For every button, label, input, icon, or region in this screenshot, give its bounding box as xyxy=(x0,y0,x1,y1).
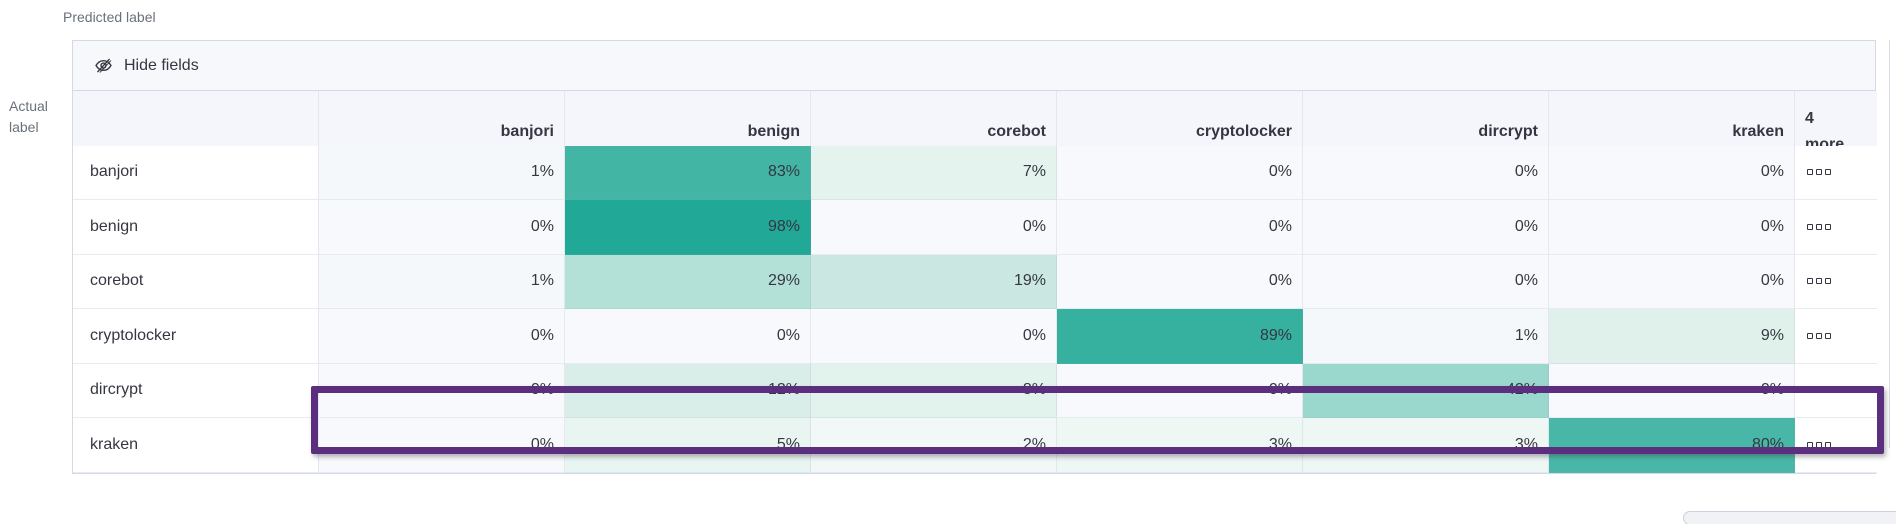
cell-kraken-banjori[interactable]: 0% xyxy=(319,418,565,473)
ellipsis-boxes-icon xyxy=(1807,278,1831,285)
cell-dircrypt-banjori[interactable]: 0% xyxy=(319,363,565,418)
cell-cryptolocker-banjori[interactable]: 0% xyxy=(319,309,565,364)
cell-cryptolocker-kraken[interactable]: 9% xyxy=(1549,309,1795,364)
data-grid-panel: Hide fields banjori benign corebot cryptolo… xyxy=(72,40,1877,474)
hide-fields-label: Hide fields xyxy=(124,56,199,74)
cell-benign-dircrypt[interactable]: 0% xyxy=(1303,200,1549,255)
row-label-corebot[interactable]: corebot xyxy=(73,254,319,309)
cell-banjori-banjori[interactable]: 1% xyxy=(319,145,565,200)
row-more-button-dircrypt[interactable] xyxy=(1795,363,1877,418)
row-more-button-benign[interactable] xyxy=(1795,200,1877,255)
cell-kraken-benign[interactable]: 5% xyxy=(565,418,811,473)
cell-banjori-dircrypt[interactable]: 0% xyxy=(1303,145,1549,200)
cell-cryptolocker-cryptolocker[interactable]: 89% xyxy=(1057,309,1303,364)
row-label-benign[interactable]: benign xyxy=(73,200,319,255)
actual-axis-label: Actual label xyxy=(9,98,48,135)
cell-cryptolocker-corebot[interactable]: 0% xyxy=(811,309,1057,364)
cell-banjori-cryptolocker[interactable]: 0% xyxy=(1057,145,1303,200)
row-more-button-cryptolocker[interactable] xyxy=(1795,309,1877,364)
row-label-cryptolocker[interactable]: cryptolocker xyxy=(73,309,319,364)
cell-banjori-corebot[interactable]: 7% xyxy=(811,145,1057,200)
cell-kraken-kraken[interactable]: 80% xyxy=(1549,418,1795,473)
ellipsis-boxes-icon xyxy=(1807,441,1831,448)
cell-kraken-dircrypt[interactable]: 3% xyxy=(1303,418,1549,473)
panel-edge-divider xyxy=(1889,40,1890,448)
cell-kraken-corebot[interactable]: 2% xyxy=(811,418,1057,473)
row-label-banjori[interactable]: banjori xyxy=(73,145,319,200)
ellipsis-boxes-icon xyxy=(1807,387,1831,394)
cell-benign-cryptolocker[interactable]: 0% xyxy=(1057,200,1303,255)
cell-corebot-cryptolocker[interactable]: 0% xyxy=(1057,254,1303,309)
cell-dircrypt-cryptolocker[interactable]: 0% xyxy=(1057,363,1303,418)
cell-corebot-banjori[interactable]: 1% xyxy=(319,254,565,309)
cell-benign-kraken[interactable]: 0% xyxy=(1549,200,1795,255)
cell-dircrypt-kraken[interactable]: 0% xyxy=(1549,363,1795,418)
cell-benign-banjori[interactable]: 0% xyxy=(319,200,565,255)
horizontal-scrollbar[interactable] xyxy=(1683,511,1896,524)
row-more-button-kraken[interactable] xyxy=(1795,418,1877,473)
eye-closed-icon xyxy=(94,56,113,75)
row-more-button-corebot[interactable] xyxy=(1795,254,1877,309)
cell-dircrypt-benign[interactable]: 12% xyxy=(565,363,811,418)
row-more-button-banjori[interactable] xyxy=(1795,145,1877,200)
cell-banjori-benign[interactable]: 83% xyxy=(565,145,811,200)
cell-cryptolocker-dircrypt[interactable]: 1% xyxy=(1303,309,1549,364)
cell-banjori-kraken[interactable]: 0% xyxy=(1549,145,1795,200)
confusion-matrix-grid: banjori benign corebot cryptolocker dircrypt… xyxy=(73,91,1877,473)
row-label-kraken[interactable]: kraken xyxy=(73,418,319,473)
predicted-axis-label: Predicted label xyxy=(63,9,156,25)
cell-kraken-cryptolocker[interactable]: 3% xyxy=(1057,418,1303,473)
cell-cryptolocker-benign[interactable]: 0% xyxy=(565,309,811,364)
cell-corebot-kraken[interactable]: 0% xyxy=(1549,254,1795,309)
cell-corebot-benign[interactable]: 29% xyxy=(565,254,811,309)
cell-corebot-corebot[interactable]: 19% xyxy=(811,254,1057,309)
ellipsis-boxes-icon xyxy=(1807,332,1831,339)
cell-benign-benign[interactable]: 98% xyxy=(565,200,811,255)
row-label-dircrypt[interactable]: dircrypt xyxy=(73,363,319,418)
hide-fields-button[interactable]: Hide fields xyxy=(73,41,1875,91)
cell-dircrypt-dircrypt[interactable]: 42% xyxy=(1303,363,1549,418)
ellipsis-boxes-icon xyxy=(1807,169,1831,176)
cell-benign-corebot[interactable]: 0% xyxy=(811,200,1057,255)
cell-dircrypt-corebot[interactable]: 8% xyxy=(811,363,1057,418)
cell-corebot-dircrypt[interactable]: 0% xyxy=(1303,254,1549,309)
ellipsis-boxes-icon xyxy=(1807,223,1831,230)
